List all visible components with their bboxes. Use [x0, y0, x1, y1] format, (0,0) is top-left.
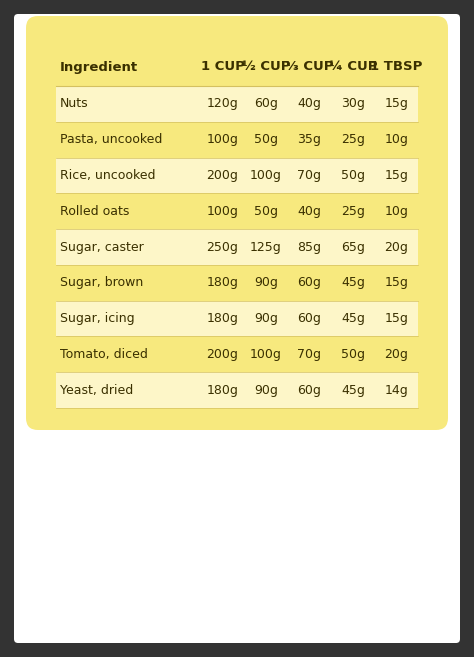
Text: 180g: 180g	[207, 312, 238, 325]
Text: 15g: 15g	[384, 97, 408, 110]
FancyBboxPatch shape	[56, 265, 418, 301]
Text: Ingredient: Ingredient	[60, 60, 138, 74]
Text: Sugar, caster: Sugar, caster	[60, 240, 144, 254]
Text: 200g: 200g	[207, 169, 238, 182]
Text: Sugar, brown: Sugar, brown	[60, 277, 143, 289]
FancyBboxPatch shape	[26, 16, 448, 430]
Text: 125g: 125g	[250, 240, 282, 254]
Text: 100g: 100g	[250, 169, 282, 182]
FancyBboxPatch shape	[56, 122, 418, 158]
Text: 15g: 15g	[384, 277, 408, 289]
Text: 40g: 40g	[298, 97, 321, 110]
Text: 50g: 50g	[341, 348, 365, 361]
Text: 45g: 45g	[341, 312, 365, 325]
Text: 200g: 200g	[207, 348, 238, 361]
Text: ¼ CUP: ¼ CUP	[328, 60, 377, 74]
Text: 30g: 30g	[341, 97, 365, 110]
FancyBboxPatch shape	[56, 86, 418, 122]
Text: 90g: 90g	[254, 312, 278, 325]
Text: 50g: 50g	[341, 169, 365, 182]
Text: 25g: 25g	[341, 133, 365, 146]
Text: 180g: 180g	[207, 277, 238, 289]
Text: 15g: 15g	[384, 312, 408, 325]
Text: ½ CUP: ½ CUP	[242, 60, 290, 74]
Text: 45g: 45g	[341, 384, 365, 397]
Text: 60g: 60g	[254, 97, 278, 110]
Text: Rice, uncooked: Rice, uncooked	[60, 169, 155, 182]
Text: 20g: 20g	[384, 348, 408, 361]
Text: 85g: 85g	[297, 240, 321, 254]
Text: 50g: 50g	[254, 205, 278, 217]
Text: 65g: 65g	[341, 240, 365, 254]
Text: 15g: 15g	[384, 169, 408, 182]
Text: 100g: 100g	[207, 133, 238, 146]
Text: 90g: 90g	[254, 277, 278, 289]
Text: Nuts: Nuts	[60, 97, 89, 110]
Text: Sugar, icing: Sugar, icing	[60, 312, 135, 325]
Text: 25g: 25g	[341, 205, 365, 217]
Text: 1 TBSP: 1 TBSP	[370, 60, 422, 74]
Text: 35g: 35g	[298, 133, 321, 146]
Text: Pasta, uncooked: Pasta, uncooked	[60, 133, 163, 146]
Text: 250g: 250g	[207, 240, 238, 254]
Text: 1 CUP: 1 CUP	[201, 60, 245, 74]
Text: 40g: 40g	[298, 205, 321, 217]
Text: 10g: 10g	[384, 133, 408, 146]
Text: Tomato, diced: Tomato, diced	[60, 348, 148, 361]
Text: Rolled oats: Rolled oats	[60, 205, 129, 217]
FancyBboxPatch shape	[56, 158, 418, 193]
FancyBboxPatch shape	[56, 336, 418, 373]
Text: 70g: 70g	[297, 169, 321, 182]
Text: 70g: 70g	[297, 348, 321, 361]
Text: 60g: 60g	[298, 312, 321, 325]
Text: 14g: 14g	[384, 384, 408, 397]
Text: Yeast, dried: Yeast, dried	[60, 384, 133, 397]
Text: 100g: 100g	[207, 205, 238, 217]
Text: 120g: 120g	[207, 97, 238, 110]
FancyBboxPatch shape	[56, 301, 418, 336]
Text: 60g: 60g	[298, 384, 321, 397]
FancyBboxPatch shape	[56, 373, 418, 408]
Text: 100g: 100g	[250, 348, 282, 361]
FancyBboxPatch shape	[56, 229, 418, 265]
Text: 45g: 45g	[341, 277, 365, 289]
Text: 20g: 20g	[384, 240, 408, 254]
FancyBboxPatch shape	[14, 14, 460, 643]
Text: 60g: 60g	[298, 277, 321, 289]
Text: 180g: 180g	[207, 384, 238, 397]
Text: ⅓ CUP: ⅓ CUP	[285, 60, 334, 74]
Text: 90g: 90g	[254, 384, 278, 397]
FancyBboxPatch shape	[56, 193, 418, 229]
Text: 10g: 10g	[384, 205, 408, 217]
Text: 50g: 50g	[254, 133, 278, 146]
